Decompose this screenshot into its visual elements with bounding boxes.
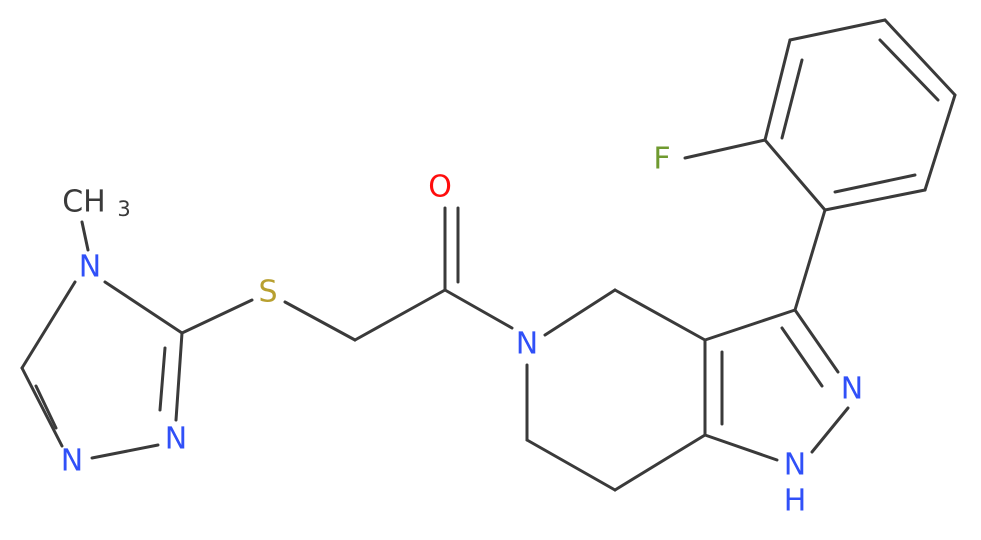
atom-label: N <box>841 372 863 407</box>
atom-label: N <box>784 448 806 483</box>
atom-label: N <box>61 444 83 479</box>
atom-label: O <box>428 170 452 205</box>
atom-label: H <box>784 484 807 519</box>
atom-label: N <box>165 422 187 457</box>
atom-label: S <box>258 275 277 310</box>
atom-subscript: 3 <box>117 197 130 221</box>
atom-label: N <box>516 327 538 362</box>
atom-label: CH <box>62 185 106 220</box>
atom-label: N <box>79 250 101 285</box>
atom-label: F <box>653 142 670 177</box>
bonds <box>20 18 957 492</box>
